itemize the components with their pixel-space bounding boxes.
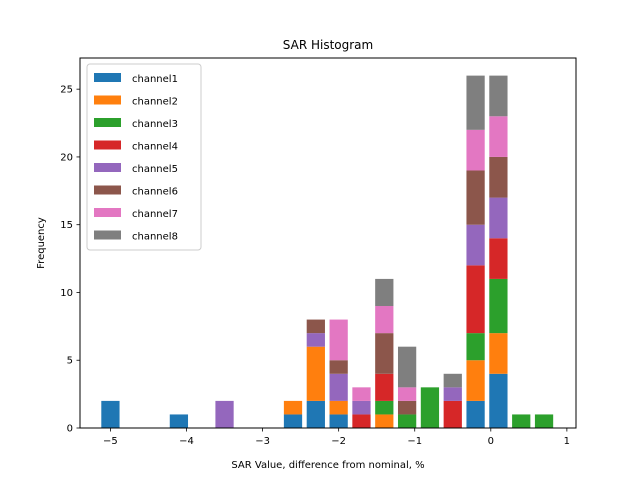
legend-swatch-channel5 [94,163,121,172]
bar-channel2-bin-3 [283,400,303,415]
bar-channel2-bin-5 [329,400,348,415]
bar-channel2-bin-7 [375,414,394,428]
legend-label-channel6: channel6 [132,187,178,198]
bar-channel1-bin-12 [489,373,508,428]
bar-channel5-bin-11 [466,224,485,266]
bar-channel3-bin-14 [534,414,554,428]
chart-title: SAR Histogram [283,38,373,52]
legend-swatch-channel2 [94,95,121,105]
bar-channel1-bin-3 [283,414,303,428]
bar-channel8-bin-11 [466,75,485,130]
y-tick-label: 20 [60,152,73,163]
bar-channel3-bin-8 [397,414,417,428]
x-tick-label: 0 [488,436,494,447]
bar-channel3-bin-9 [420,387,440,428]
bar-channel1-bin-5 [329,414,348,428]
legend-label-channel4: channel4 [132,142,178,153]
bar-channel7-bin-11 [466,129,485,171]
legend-label-channel2: channel2 [132,97,178,108]
bar-channel6-bin-4 [306,319,325,334]
legend-label-channel7: channel7 [132,209,178,220]
legend-frame [86,63,202,251]
legend-swatch-channel6 [94,185,121,195]
y-tick-label: 5 [67,356,73,367]
bar-channel7-bin-8 [397,387,417,401]
y-tick-label: 25 [60,85,73,96]
x-tick-label: −3 [255,436,270,447]
bar-channel8-bin-10 [443,373,462,388]
bar-channel2-bin-4 [306,346,325,401]
y-axis-label: Frequency [36,217,47,269]
y-tick-label: 10 [60,288,73,299]
bar-channel3-bin-11 [466,333,485,361]
bar-channel1-bin-4 [306,400,325,428]
bars-group [101,75,554,428]
bar-channel4-bin-11 [466,265,485,334]
x-tick-label: −4 [179,436,194,447]
bar-channel1-bin-11 [466,400,485,428]
bar-channel3-bin-13 [512,414,531,428]
bar-channel6-bin-11 [466,170,485,225]
bar-channel8-bin-7 [375,278,394,307]
bar-channel7-bin-12 [489,116,508,157]
y-tick-label: 15 [60,220,73,231]
legend: channel1 channel2 channel3 channel4 channel5… [86,63,202,251]
legend-swatch-channel1 [94,73,121,82]
bar-channel3-bin-12 [489,278,508,334]
axes-frame [79,57,577,429]
legend-label-channel1: channel1 [132,74,178,85]
bar-channel4-bin-10 [443,400,462,428]
legend-label-channel5: channel5 [132,164,178,175]
bar-channel2-bin-12 [489,333,508,374]
bar-channel8-bin-12 [489,75,508,117]
x-axis-label: SAR Value, difference from nominal, % [231,460,424,471]
x-tick-label: −1 [407,436,422,447]
bar-channel3-bin-7 [375,400,394,415]
legend-label-channel3: channel3 [132,119,178,130]
x-axis: −5 −4 −3 −2 −1 0 1 [103,428,570,447]
bar-channel4-bin-12 [489,238,508,279]
bar-channel8-bin-8 [397,346,417,388]
legend-swatch-channel8 [94,230,121,240]
bar-channel7-bin-6 [352,387,371,401]
bar-channel7-bin-7 [375,306,394,334]
y-tick-label: 0 [67,424,73,435]
bar-channel7-bin-5 [329,319,348,361]
bar-channel6-bin-7 [375,333,394,374]
bar-channel5-bin-10 [443,387,462,401]
bar-channel5-bin-2 [215,400,234,428]
legend-swatch-channel7 [94,208,121,217]
legend-swatch-channel3 [94,118,121,127]
bar-channel4-bin-6 [352,414,371,428]
bar-channel6-bin-5 [329,360,348,374]
bar-channel1-bin-0 [101,400,120,428]
legend-swatch-channel4 [94,140,121,150]
bar-channel1-bin-1 [169,414,189,428]
y-axis: 0 5 10 15 20 25 [60,85,80,435]
bar-channel5-bin-12 [489,197,508,239]
bar-channel2-bin-11 [466,360,485,401]
bar-channel5-bin-6 [352,400,371,415]
bar-channel6-bin-12 [489,156,508,198]
bar-channel4-bin-7 [375,373,394,401]
x-tick-label: −2 [331,436,346,447]
bar-channel5-bin-4 [306,333,325,347]
x-tick-label: 1 [564,436,570,447]
bar-channel6-bin-8 [397,400,417,415]
x-tick-label: −5 [103,436,118,447]
bar-channel5-bin-5 [329,373,348,401]
legend-label-channel8: channel8 [132,232,178,243]
